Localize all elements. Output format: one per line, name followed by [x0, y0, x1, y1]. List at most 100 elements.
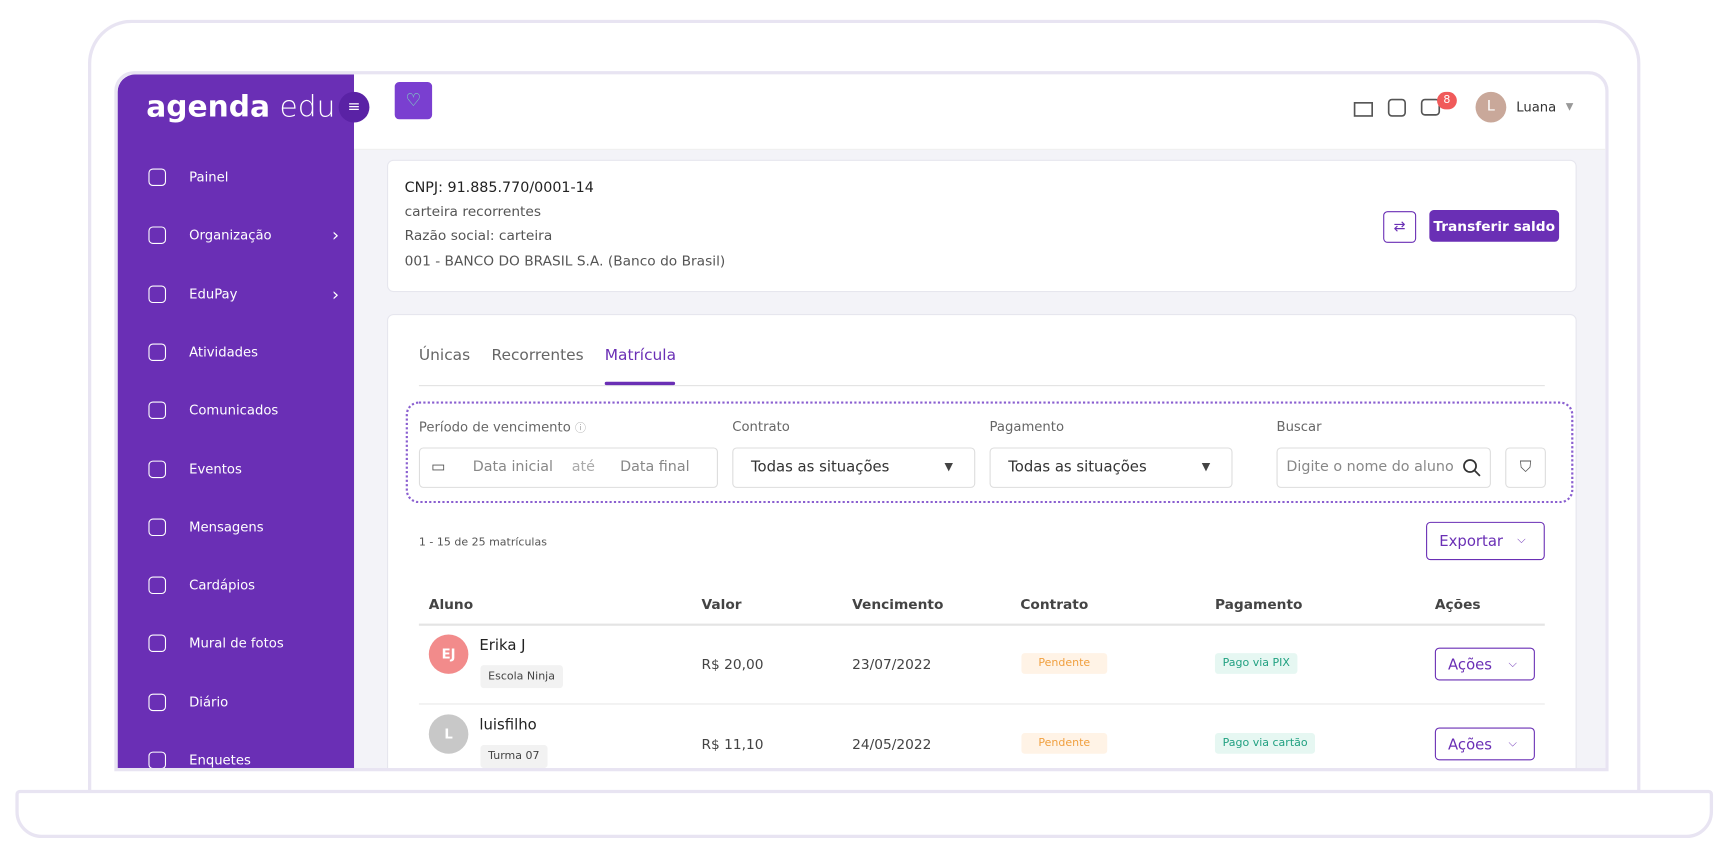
due-date: 24/05/2022 — [852, 735, 932, 753]
tab[interactable]: Matrícula — [604, 346, 677, 365]
payment-status: Pago via PIX — [1214, 653, 1298, 674]
row-divider — [418, 703, 1545, 705]
contract-status: Pendente — [1021, 732, 1108, 754]
user-name[interactable]: Luana — [1516, 99, 1557, 115]
menu-icon[interactable] — [148, 460, 167, 478]
menu-arrow[interactable]: › — [332, 283, 340, 305]
column-header: Aluno — [428, 595, 474, 613]
menu-icon[interactable] — [148, 518, 167, 536]
menu-item[interactable]: Organização — [189, 227, 272, 244]
payment-select[interactable]: Todas as situações ▼ — [989, 447, 1233, 488]
school-logo: ♡ — [394, 82, 433, 120]
search-label: Buscar — [1276, 419, 1322, 435]
topbar — [354, 74, 1606, 150]
contract-label: Contrato — [732, 419, 790, 435]
bank: 001 - BANCO DO BRASIL S.A. (Banco do Bra… — [404, 252, 726, 269]
date-range-input[interactable]: ▭ Data inicial até Data final — [418, 447, 718, 488]
menu-item[interactable]: Painel — [189, 169, 229, 185]
sidebar: agenda edu Painel Organização › EduPay › Ativ… — [117, 74, 355, 768]
swap-button[interactable]: ⇄ — [1383, 211, 1417, 243]
laptop-frame — [87, 19, 1641, 794]
list-card: Período de vencimento ⓘ Contrato Pagamen… — [387, 313, 1577, 768]
contract-select[interactable]: Todas as situações ▼ — [732, 447, 976, 488]
menu-item[interactable]: Mural de fotos — [189, 636, 284, 652]
menu-item[interactable]: Atividades — [189, 344, 259, 360]
header-divider — [418, 623, 1545, 626]
contract-status: Pendente — [1021, 653, 1108, 674]
search-placeholder: Digite o nome do aluno — [1286, 458, 1454, 476]
tab-divider — [418, 385, 1545, 387]
menu-item[interactable]: EduPay — [189, 286, 238, 302]
student-name[interactable]: Erika J — [479, 636, 526, 655]
menu-arrow[interactable]: › — [332, 225, 340, 246]
start-date[interactable]: Data inicial — [472, 458, 554, 476]
transfer-button[interactable]: Transferir saldo — [1429, 210, 1560, 242]
notification-badge: 8 — [1437, 91, 1457, 110]
column-header: Ações — [1434, 595, 1481, 613]
actions-label[interactable]: Ações — [1448, 656, 1493, 674]
menu-icon[interactable] — [148, 693, 167, 711]
actions-caret[interactable]: ⌵ — [1508, 658, 1517, 671]
screen-border — [114, 71, 1609, 772]
column-header: Valor — [701, 595, 742, 613]
menu-icon[interactable] — [148, 401, 167, 420]
logo-sub: edu — [279, 90, 336, 125]
menu-item[interactable]: Mensagens — [189, 519, 264, 535]
menu-item[interactable]: Comunicados — [189, 402, 279, 419]
menu-icon[interactable] — [148, 168, 167, 186]
logo-main: agenda — [146, 90, 271, 125]
student-group: Turma 07 — [480, 745, 548, 768]
menu-item[interactable]: Enquetes — [189, 752, 251, 768]
account-card: CNPJ: 91.885.770/0001-14 carteira recorr… — [387, 159, 1577, 293]
actions-label[interactable]: Ações — [1448, 736, 1493, 754]
filter-box — [405, 401, 1574, 504]
search-input[interactable]: Digite o nome do aluno — [1276, 447, 1491, 488]
company: Razão social: carteira — [404, 227, 553, 244]
user-caret[interactable]: ▼ — [1565, 101, 1574, 113]
column-header: Vencimento — [852, 595, 944, 613]
filter-button[interactable]: ⛉ — [1505, 447, 1546, 488]
help-icon[interactable] — [1387, 98, 1406, 117]
export-button[interactable]: Exportar ⌵ — [1426, 521, 1545, 561]
menu-item[interactable]: Eventos — [189, 461, 242, 477]
column-header: Pagamento — [1214, 595, 1303, 613]
screen: agenda edu Painel Organização › EduPay › Ativ… — [117, 74, 1606, 768]
menu-toggle[interactable]: ≡ — [338, 91, 370, 123]
logo: agenda edu — [146, 90, 335, 124]
end-date[interactable]: Data final — [620, 458, 690, 476]
laptop-base — [15, 789, 1714, 839]
actions-caret[interactable]: ⌵ — [1508, 737, 1517, 750]
tab-underline — [604, 381, 676, 386]
cnpj: CNPJ: 91.885.770/0001-14 — [404, 179, 594, 197]
user-avatar[interactable]: L — [1475, 91, 1507, 123]
menu-icon[interactable] — [148, 285, 167, 303]
tab[interactable]: Recorrentes — [491, 346, 584, 365]
value: R$ 20,00 — [701, 655, 764, 673]
value: R$ 11,10 — [701, 735, 764, 753]
date-separator: até — [571, 458, 595, 476]
column-header: Contrato — [1020, 595, 1089, 613]
menu-icon[interactable] — [148, 343, 167, 361]
menu-icon[interactable] — [148, 634, 167, 653]
menu-icon[interactable] — [148, 226, 167, 245]
payment-value: Todas as situações — [1008, 458, 1147, 476]
menu-item[interactable]: Cardápios — [189, 577, 256, 594]
menu-icon[interactable] — [148, 751, 167, 768]
period-label: Período de vencimento ⓘ — [418, 419, 586, 435]
student-group: Escola Ninja — [480, 665, 563, 689]
tab[interactable]: Únicas — [418, 346, 471, 365]
account-name: carteira recorrentes — [404, 202, 542, 220]
student-name[interactable]: luisfilho — [479, 716, 537, 735]
payment-status: Pago via cartão — [1214, 732, 1316, 754]
contract-value: Todas as situações — [750, 458, 890, 476]
due-date: 23/07/2022 — [852, 655, 932, 673]
gift-icon[interactable] — [1353, 102, 1374, 117]
payment-label: Pagamento — [989, 419, 1065, 435]
actions-button[interactable]: Ações ⌵ — [1434, 727, 1535, 761]
menu-icon[interactable] — [148, 576, 167, 595]
result-count: 1 - 15 de 25 matrículas — [418, 536, 547, 549]
menu-item[interactable]: Diário — [189, 694, 229, 710]
actions-button[interactable]: Ações ⌵ — [1434, 647, 1535, 681]
student-avatar: L — [428, 714, 469, 754]
